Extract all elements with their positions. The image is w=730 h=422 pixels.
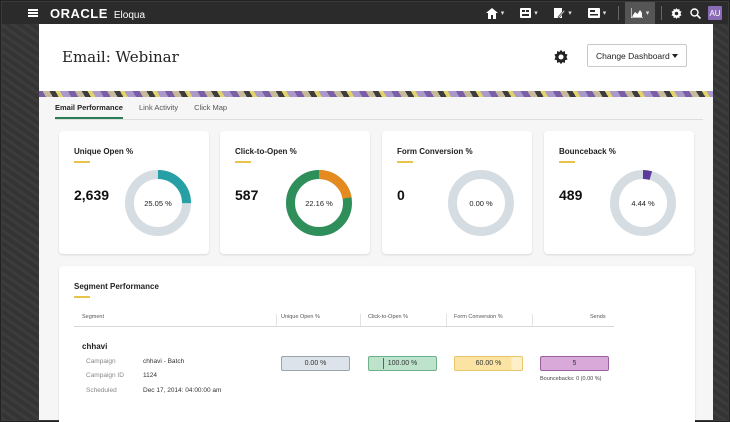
gear-icon [671,7,681,19]
search-icon [689,7,701,19]
title-accent [559,161,575,163]
detail-label: Scheduled [86,387,117,394]
main-panel: Email: Webinar Change Dashboard Email Pe… [39,24,713,422]
donut-arc [286,170,352,236]
report-icon [587,8,600,18]
change-dashboard-label: Change Dashboard [596,50,670,61]
donut-chart: 22.16 % [286,170,352,236]
sends-pill: 5 [540,356,609,371]
bouncebacks-text: Bouncebacks: 0 (0.00 %) [540,376,602,382]
detail-value: chhavi - Batch [143,358,185,365]
kpi-title: Form Conversion % [397,147,473,156]
kpi-value: 0 [397,187,405,203]
chevron-down-icon: ▾ [602,10,607,17]
kpi-card-bounceback: Bounceback % 489 4.44 % [544,131,694,254]
pill-marker [383,358,384,369]
detail-label: Campaign [86,358,116,365]
col-divider [446,314,447,327]
top-nav-bar: ORACLE Eloqua ▾ ▾ ▾ ▾ ▾ AU [2,2,728,24]
pen-icon [554,7,566,18]
donut-label: 22.16 % [305,199,333,208]
chart-icon [630,8,643,18]
title-accent [74,296,90,298]
pill-value: 0.00 % [304,360,327,367]
col-header-sends: Sends [590,314,606,320]
header-divider [74,326,614,327]
section-title: Segment Performance [74,282,159,291]
col-header-click-to-open: Click-to-Open % [368,314,409,320]
pill-value: 5 [572,360,577,367]
tab-link-activity[interactable]: Link Activity [138,103,179,112]
detail-value: Dec 17, 2014: 04:00:00 am [143,387,222,394]
chevron-down-icon: ▾ [568,10,572,17]
col-header-unique-open: Unique Open % [281,314,320,320]
segment-performance-card: Segment Performance Segment Unique Open … [59,266,695,422]
kpi-card-click-to-open: Click-to-Open % 587 22.16 % [220,131,370,254]
home-icon [485,7,498,19]
nav-editor[interactable]: ▾ [546,2,580,24]
donut-chart: 25.05 % [125,170,191,236]
kpi-card-form-conversion: Form Conversion % 0 0.00 % [382,131,532,254]
chevron-down-icon: ▾ [534,10,538,17]
donut-arc [610,170,676,236]
kpi-card-unique-open: Unique Open % 2,639 25.05 % [59,131,209,254]
kpi-title: Click-to-Open % [235,147,297,156]
detail-value: 1124 [143,372,157,379]
title-accent [74,161,90,163]
nav-icons: ▾ ▾ ▾ ▾ ▾ AU [478,2,728,24]
chevron-down-icon: ▾ [645,10,650,17]
col-divider [276,314,277,327]
kpi-value: 489 [559,187,583,203]
pill-value: 60.00 % [475,360,502,367]
click-to-open-pill: 100.00 % [368,356,437,371]
avatar[interactable]: AU [708,6,722,20]
decorative-banner [39,91,713,97]
brand-logo[interactable]: ORACLE Eloqua [50,6,145,21]
unique-open-pill: 0.00 % [281,356,350,371]
nav-settings[interactable] [666,2,686,24]
kpi-title: Unique Open % [74,147,134,156]
nav-search[interactable] [686,2,704,24]
title-accent [397,161,413,163]
donut-chart: 0.00 % [448,170,514,236]
kpi-value: 2,639 [74,187,110,203]
tab-email-performance[interactable]: Email Performance [55,100,123,119]
form-conversion-pill: 60.00 % [454,356,523,371]
kpi-title: Bounceback % [559,147,616,156]
change-dashboard-dropdown[interactable]: Change Dashboard [587,44,687,67]
donut-label: 0.00 % [469,199,493,208]
settings-gear-icon[interactable] [553,49,569,65]
page-title: Email: Webinar [62,48,179,66]
nav-home[interactable]: ▾ [478,2,512,24]
donut-chart: 4.44 % [610,170,676,236]
tab-click-map[interactable]: Click Map [194,103,228,112]
grid-icon [520,8,532,18]
donut-label: 4.44 % [631,199,655,208]
page-header: Email: Webinar Change Dashboard [39,24,713,92]
col-header-form-conversion: Form Conversion % [454,314,503,320]
nav-assets[interactable]: ▾ [512,2,546,24]
pill-value: 100.00 % [387,360,418,367]
brand-oracle: ORACLE [50,5,108,21]
nav-divider [661,6,662,20]
donut-track [448,170,514,236]
tab-bar: Email Performance Link Activity Click Ma… [55,100,703,120]
chevron-down-icon: ▾ [500,10,505,17]
menu-icon[interactable] [28,9,38,17]
col-divider [360,314,361,327]
nav-reports[interactable]: ▾ [580,2,614,24]
donut-arc [125,170,191,236]
title-accent [235,161,251,163]
col-header-segment: Segment [82,314,105,320]
brand-product: Eloqua [113,9,146,21]
segment-name[interactable]: chhavi [82,342,108,351]
kpi-value: 587 [235,187,259,203]
donut-label: 25.05 % [144,199,172,208]
nav-divider [618,6,619,20]
detail-label: Campaign ID [86,372,124,379]
col-divider [532,314,533,327]
nav-insight[interactable]: ▾ [625,2,655,24]
caret-down-icon [672,54,678,58]
